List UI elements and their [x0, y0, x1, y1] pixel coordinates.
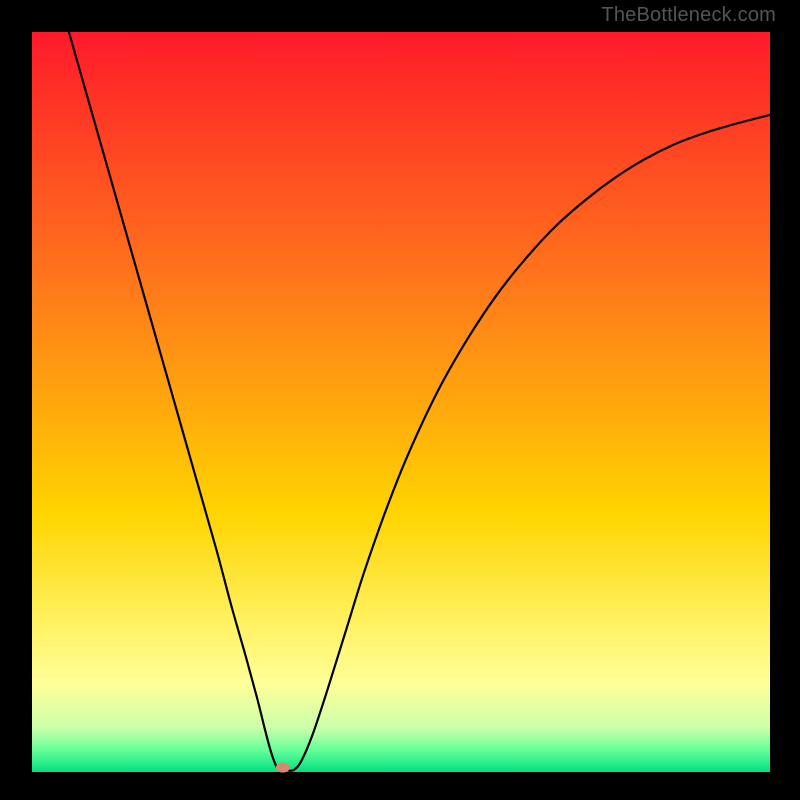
bottleneck-curve: [69, 32, 770, 771]
chart-svg-layer: [32, 32, 770, 772]
minimum-marker: [276, 763, 290, 773]
chart-plot-area: [32, 32, 770, 772]
watermark-text: TheBottleneck.com: [601, 4, 776, 27]
